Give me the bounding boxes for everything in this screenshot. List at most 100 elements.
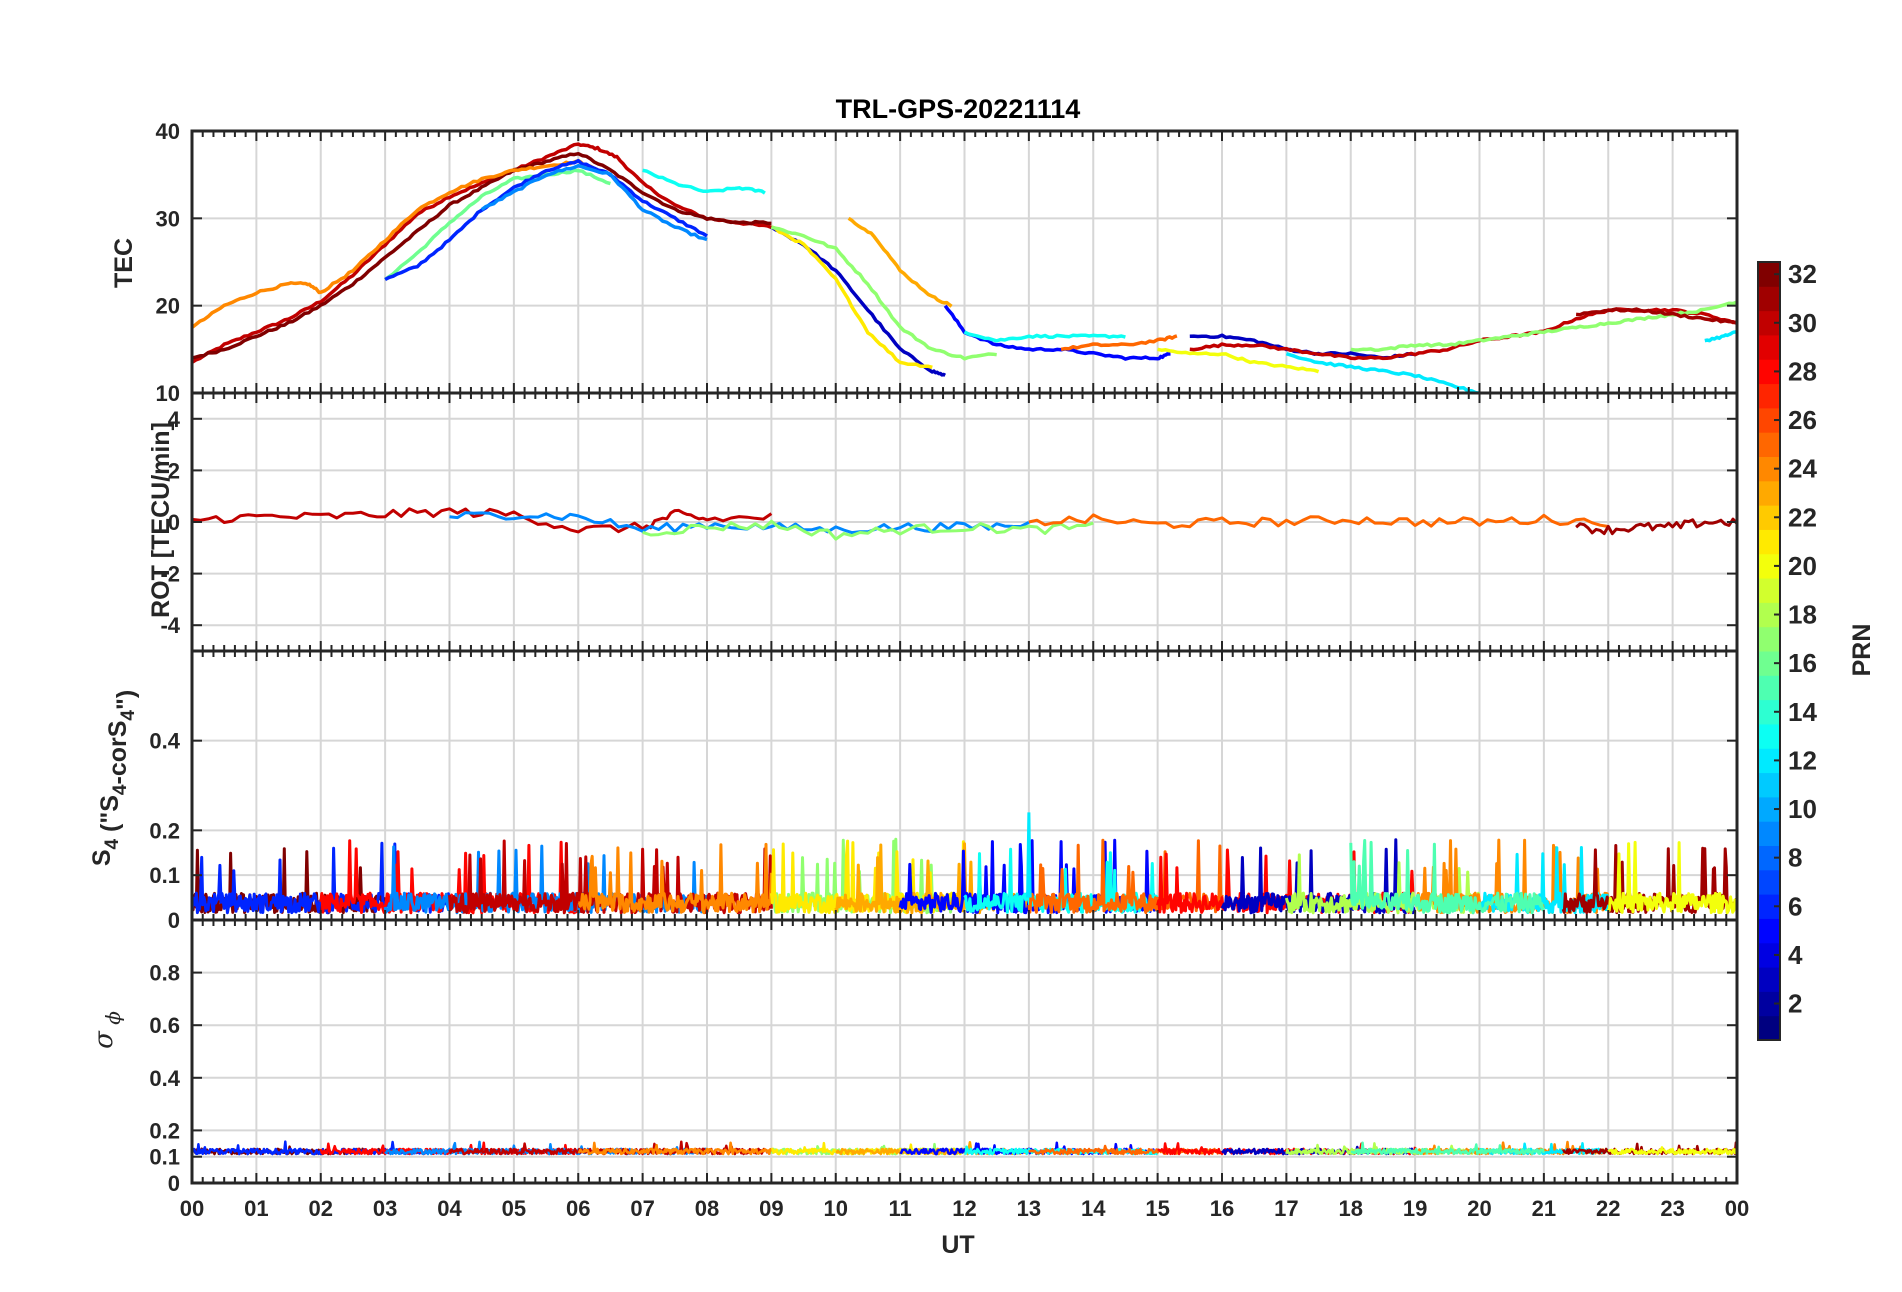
colorbar-tick-label: 18 (1788, 600, 1817, 630)
series-line-prn-24 (577, 1141, 773, 1156)
s4-axis-label: S4 ("S4-corS4") (88, 690, 140, 866)
colorbar-label: PRN (1848, 624, 1876, 677)
colorbar-segment (1758, 942, 1780, 968)
series-line-prn-30 (192, 507, 773, 534)
colorbar-segment (1758, 262, 1780, 287)
colorbar-segment (1758, 821, 1780, 846)
colorbar-tick-label: 12 (1788, 745, 1817, 775)
y-tick-label: 0.4 (149, 1066, 180, 1091)
series-line-prn-15 (1349, 839, 1546, 915)
x-tick-label: 12 (952, 1196, 976, 1221)
s4-panel: 0 0.1 0.2 0.4 (149, 649, 1739, 933)
colorbar-segment (1758, 602, 1780, 628)
y-tick-label: 0 (168, 510, 180, 535)
x-tick-label: 20 (1467, 1196, 1491, 1221)
x-tick-label: 13 (1017, 1196, 1041, 1221)
colorbar-segment (1758, 651, 1780, 676)
colorbar-segment (1758, 359, 1780, 385)
colorbar-tick-label: 32 (1788, 259, 1817, 289)
series-line-prn-20 (1157, 347, 1320, 374)
colorbar-segment (1758, 796, 1780, 822)
colorbar-segment (1758, 310, 1780, 336)
colorbar-segment (1758, 626, 1780, 652)
colorbar-tick-label: 26 (1788, 405, 1817, 435)
series-line-prn-24 (577, 842, 773, 915)
colorbar-tick-label: 20 (1788, 551, 1817, 581)
series-line-prn-16 (384, 168, 611, 281)
colorbar-tick-label: 4 (1788, 940, 1803, 970)
colorbar-segment (1758, 578, 1780, 603)
x-axis-label: UT (941, 1231, 974, 1259)
x-tick-label: 23 (1660, 1196, 1684, 1221)
y-tick-label: 0.2 (149, 1118, 180, 1143)
y-tick-label: 0.1 (149, 1145, 180, 1170)
x-tick-label: 08 (695, 1196, 719, 1221)
x-tick-label: 03 (373, 1196, 397, 1221)
series-line-prn-31 (1575, 517, 1737, 536)
series-line-prn-13 (642, 168, 766, 195)
tec-axis-label: TEC (110, 238, 138, 288)
colorbar-segment (1758, 432, 1780, 457)
y-tick-label: 2 (168, 458, 180, 483)
x-tick-label: 01 (244, 1196, 268, 1221)
colorbar-segment (1758, 967, 1780, 992)
series-line-prn-3 (1220, 838, 1416, 915)
colorbar-tick-label: 10 (1788, 794, 1817, 824)
colorbar-segment (1758, 505, 1780, 530)
colorbar-segment (1758, 894, 1780, 919)
y-tick-label: 10 (156, 381, 180, 406)
series-line-prn-25 (1028, 513, 1609, 529)
series-line-prn-3 (770, 225, 946, 377)
colorbar-segment (1758, 1015, 1780, 1041)
series-line-prn-13 (963, 330, 1126, 343)
y-tick-label: -2 (160, 562, 180, 587)
x-tick-label: 06 (566, 1196, 590, 1221)
y-tick-label: 0.6 (149, 1013, 180, 1038)
series-group (192, 142, 1737, 393)
x-tick-label: 10 (824, 1196, 848, 1221)
x-tick-label: 21 (1532, 1196, 1556, 1221)
x-tick-label: 16 (1210, 1196, 1234, 1221)
x-tick-label: 09 (759, 1196, 783, 1221)
series-line-prn-25 (1060, 334, 1178, 352)
rot-axis-label: ROT [TECU/min] (147, 422, 175, 618)
colorbar-segment (1758, 456, 1780, 482)
series-line-prn-9 (480, 163, 708, 242)
x-tick-label: 18 (1339, 1196, 1363, 1221)
series-group (192, 1140, 1737, 1156)
y-tick-label: 0.4 (149, 729, 180, 754)
colorbar-segment (1758, 675, 1780, 701)
rot-panel: -4 -2 0 2 4 (160, 391, 1739, 653)
series-line-prn-30 (448, 1140, 773, 1156)
colorbar-segment (1758, 723, 1780, 749)
y-tick-label: 40 (156, 119, 180, 144)
colorbar-tick-label: 22 (1788, 502, 1817, 532)
y-tick-label: 0 (168, 1171, 180, 1196)
x-tick-label: 07 (630, 1196, 654, 1221)
series-group (192, 812, 1737, 915)
colorbar-tick-label: 30 (1788, 308, 1817, 338)
colorbar-tick-label: 2 (1788, 989, 1802, 1019)
y-tick-label: 0 (168, 908, 180, 933)
peak-spike (1026, 812, 1032, 898)
x-tick-label: 17 (1274, 1196, 1298, 1221)
colorbar-segment (1758, 286, 1780, 312)
colorbar-tick-label: 16 (1788, 648, 1817, 678)
x-tick-label: 00 (1725, 1196, 1749, 1221)
series-line-prn-12 (1704, 329, 1737, 343)
colorbar-segment (1758, 334, 1780, 360)
tec-panel: 10 20 30 40 (156, 119, 1739, 406)
x-tick-label: 04 (437, 1196, 462, 1221)
colorbar-segment (1758, 553, 1780, 579)
x-tick-label: 00 (180, 1196, 204, 1221)
x-tick-label: 22 (1596, 1196, 1620, 1221)
sigma-phi-panel: 00.10.2 0.4 0.6 0.8 00 01 02 03 04 05 06 07 08 09 10 11… (149, 918, 1749, 1221)
colorbar-segment (1758, 699, 1780, 725)
series-line-prn-5 (943, 304, 1171, 361)
colorbar-tick-label: 24 (1788, 454, 1817, 484)
series-line-prn-31 (1575, 307, 1737, 326)
series-line-prn-17 (642, 519, 1094, 541)
y-tick-label: -4 (160, 613, 180, 638)
series-line-prn-17 (770, 225, 997, 361)
